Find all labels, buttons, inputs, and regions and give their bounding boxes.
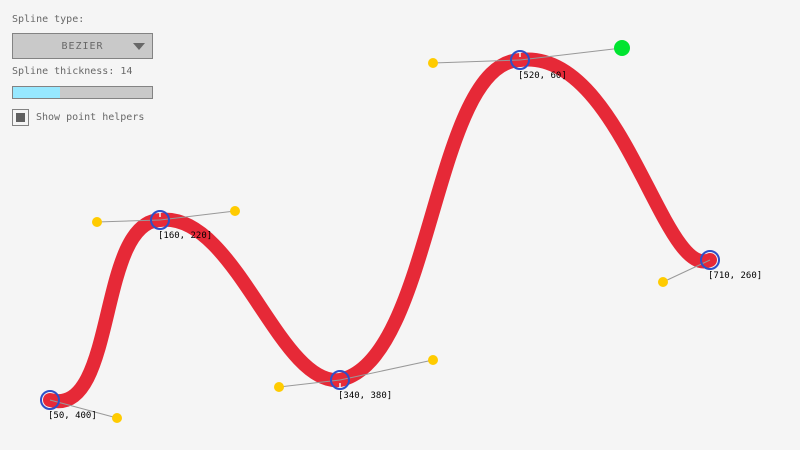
handle-line [96,219,161,223]
spline-type-dropdown[interactable]: BEZIER [12,33,153,59]
slider-fill [13,87,60,98]
point-coords-label: [50, 400] [48,411,97,421]
show-point-helpers-row: Show point helpers [12,109,144,126]
chevron-down-icon [133,43,145,50]
point-coords-label: [710, 260] [708,271,762,281]
handle-line [159,210,236,221]
control-handle-point[interactable] [274,382,284,392]
control-handle-point[interactable] [112,413,122,423]
spline-type-label: Spline type: [12,14,85,25]
control-handle-point[interactable] [230,206,240,216]
checkbox-mark [16,113,25,122]
handle-line [339,359,434,381]
handle-line [278,379,341,388]
point-coords-label: [160, 220] [158,231,212,241]
anchor-point[interactable] [700,250,720,270]
anchor-point[interactable] [150,210,170,230]
show-point-helpers-label: Show point helpers [36,111,145,123]
anchor-point[interactable] [510,50,530,70]
anchor-point[interactable] [40,390,60,410]
point-coords-label: [340, 380] [338,391,392,401]
spline-type-dropdown-value: BEZIER [61,40,104,52]
spline-thickness-slider[interactable] [12,86,153,99]
control-handle-point[interactable] [428,58,438,68]
handle-line [662,259,711,283]
spline-curve [43,52,717,409]
handle-line [519,47,623,61]
selected-handle-point[interactable] [614,40,630,56]
control-handle-point[interactable] [658,277,668,287]
control-handle-point[interactable] [92,217,102,227]
anchor-point[interactable] [330,370,350,390]
control-handle-point[interactable] [428,355,438,365]
spline-thickness-label: Spline thickness: 14 [12,66,133,77]
handle-line [432,59,521,64]
point-coords-label: [520, 60] [518,71,567,81]
show-point-helpers-checkbox[interactable] [12,109,29,126]
handle-line [49,399,118,419]
